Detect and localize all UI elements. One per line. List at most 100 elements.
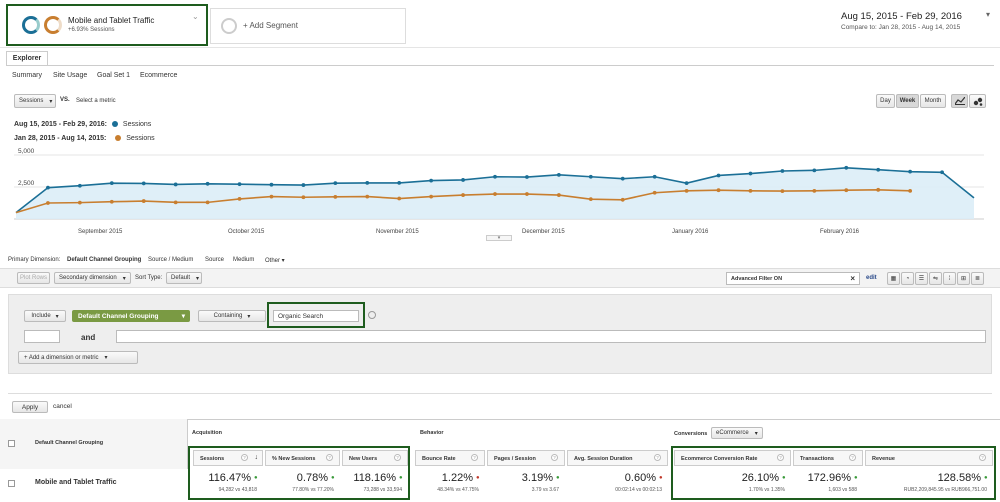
include-select[interactable]: Include ▾: [24, 310, 66, 322]
add-segment-button[interactable]: + Add Segment: [210, 8, 406, 44]
data-point-current: [908, 169, 913, 174]
help-icon[interactable]: ?: [777, 454, 784, 461]
filter-value-input[interactable]: Organic Search: [273, 310, 359, 322]
data-point-current: [844, 165, 849, 170]
advanced-filter-field[interactable]: Advanced Filter ON ×: [726, 272, 860, 285]
week-button[interactable]: Week: [896, 94, 919, 108]
dim-header-cell: [0, 419, 188, 469]
sort-arrow-icon[interactable]: ↓: [254, 454, 259, 461]
match-type-label: Containing: [213, 313, 243, 319]
metric-value: 116.47%: [208, 472, 251, 484]
tab-divider: [6, 65, 994, 66]
help-icon[interactable]: ?: [654, 454, 661, 461]
dimension-medium[interactable]: Medium: [233, 257, 255, 263]
subtab-goal-set[interactable]: Goal Set 1: [97, 72, 131, 79]
help-icon[interactable]: ?: [849, 454, 856, 461]
metric-comparison: 00:02:14 vs 00:02:13: [615, 487, 662, 493]
dimension-source-medium[interactable]: Source / Medium: [148, 257, 194, 263]
conversions-highlight: [671, 446, 996, 500]
help-icon[interactable]: ?: [326, 454, 333, 461]
column-header[interactable]: Sessions? ↓: [193, 450, 263, 466]
dimension-other[interactable]: Other ▾: [265, 258, 285, 264]
chevron-down-icon: ▾: [122, 275, 126, 282]
data-point-current: [237, 182, 242, 187]
data-point-previous: [333, 194, 338, 199]
data-point-current: [46, 185, 50, 190]
column-header-label: Pages / Session: [494, 456, 536, 462]
column-header[interactable]: Pages / Session?: [487, 450, 565, 466]
segment-name: Mobile and Tablet Traffic: [68, 16, 155, 25]
edit-link[interactable]: edit: [866, 275, 877, 281]
pivot-view-icon[interactable]: ⊞: [957, 272, 970, 285]
dim-header[interactable]: Default Channel Grouping: [35, 440, 104, 446]
cancel-link[interactable]: cancel: [53, 403, 72, 410]
help-icon[interactable]: ?: [241, 454, 248, 461]
date-dropdown-icon[interactable]: ▾: [986, 10, 991, 19]
bar-view-icon[interactable]: ☰: [915, 272, 928, 285]
data-point-previous: [109, 199, 114, 204]
plot-rows-button[interactable]: Plot Rows: [17, 272, 50, 284]
chart-resize-handle[interactable]: ▾: [486, 235, 512, 241]
secondary-dimension-select[interactable]: Secondary dimension ▾: [54, 272, 131, 284]
data-point-previous: [205, 200, 210, 205]
dimension-select-label: Default Channel Grouping: [78, 312, 159, 320]
motion-chart-icon[interactable]: [969, 94, 986, 108]
column-header[interactable]: Bounce Rate?: [415, 450, 485, 466]
select-metric-link[interactable]: Select a metric: [76, 98, 116, 104]
column-header[interactable]: Revenue?: [865, 450, 993, 466]
help-icon[interactable]: ?: [394, 454, 401, 461]
row-checkbox[interactable]: [8, 480, 15, 487]
metric-comparison: RUB2,209,845.95 vs RUB966,751.00: [903, 487, 987, 493]
metric-value: 172.96%: [807, 472, 851, 484]
tab-explorer[interactable]: Explorer: [6, 51, 48, 66]
chevron-down-icon[interactable]: ⌄: [192, 12, 199, 21]
column-header[interactable]: Ecommerce Conversion Rate?: [674, 450, 791, 466]
line-chart-icon[interactable]: [951, 94, 968, 108]
performance-view-icon[interactable]: ≣: [971, 272, 984, 285]
pie-view-icon[interactable]: ◔: [901, 272, 914, 285]
metric-select[interactable]: Sessions ▾: [14, 94, 56, 108]
dimension-source[interactable]: Source: [205, 257, 225, 263]
metric-comparison: 77.80% vs 77.20%: [292, 487, 334, 493]
subtab-ecommerce[interactable]: Ecommerce: [140, 72, 178, 79]
subtab-summary[interactable]: Summary: [12, 72, 42, 79]
remove-filter-icon[interactable]: [368, 311, 376, 319]
data-point-current: [588, 174, 593, 179]
add-dimension-button[interactable]: + Add a dimension or metric ▾: [18, 351, 138, 364]
column-header[interactable]: Transactions?: [793, 450, 863, 466]
match-type-select[interactable]: Containing ▾: [198, 310, 266, 322]
subtab-site-usage[interactable]: Site Usage: [53, 72, 88, 79]
dimension-select[interactable]: Default Channel Grouping ▾: [72, 310, 190, 322]
data-point-previous: [429, 194, 434, 199]
help-icon[interactable]: ?: [551, 454, 558, 461]
table-view-icon[interactable]: ▦: [887, 272, 900, 285]
segment-mobile-tablet[interactable]: Mobile and Tablet Traffic +6.93% Session…: [6, 4, 208, 46]
group-behavior: Behavior: [420, 430, 444, 436]
apply-button[interactable]: Apply: [12, 401, 48, 413]
filter-row-second[interactable]: [116, 330, 986, 343]
column-header[interactable]: Avg. Session Duration?: [567, 450, 668, 466]
help-icon[interactable]: ?: [471, 454, 478, 461]
month-button[interactable]: Month: [920, 94, 946, 108]
close-icon[interactable]: ×: [850, 274, 855, 283]
day-button[interactable]: Day: [876, 94, 895, 108]
data-point-current: [301, 183, 306, 187]
sort-type-select[interactable]: Default ▾: [166, 272, 202, 284]
comparison-view-icon[interactable]: ⇋: [929, 272, 942, 285]
column-header[interactable]: % New Sessions?: [265, 450, 340, 466]
data-point-previous: [301, 195, 306, 200]
help-icon[interactable]: ?: [979, 454, 986, 461]
date-range[interactable]: Aug 15, 2015 - Feb 29, 2016: [841, 11, 962, 22]
term-cloud-icon[interactable]: ⁞: [943, 272, 956, 285]
data-point-previous: [365, 194, 370, 199]
select-all-checkbox[interactable]: [8, 440, 15, 447]
data-point-current: [620, 176, 625, 181]
conversions-select[interactable]: eCommerce ▾: [711, 427, 763, 439]
column-header[interactable]: New Users?: [342, 450, 408, 466]
dimension-default-channel[interactable]: Default Channel Grouping: [67, 257, 142, 263]
row-label[interactable]: Mobile and Tablet Traffic: [35, 479, 117, 486]
metric-value: 128.58%: [937, 472, 981, 484]
filter-row-blank[interactable]: [24, 330, 60, 343]
segment-donut-icon: [22, 16, 40, 34]
data-point-previous: [876, 187, 881, 192]
